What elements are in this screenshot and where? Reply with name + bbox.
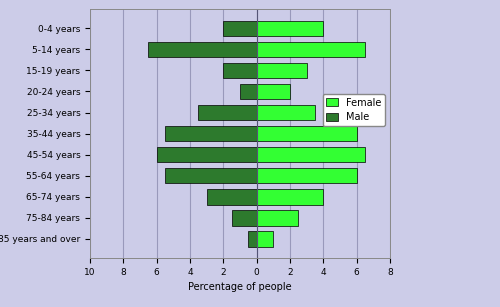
Bar (256, 105, 315, 120)
Bar (224, 21, 256, 36)
Bar (256, 84, 290, 99)
Bar (165, 168, 256, 184)
Bar (256, 41, 365, 57)
Bar (198, 105, 256, 120)
Bar (256, 126, 356, 142)
Bar (240, 84, 256, 99)
Bar (232, 210, 256, 226)
Bar (256, 231, 274, 247)
Bar (156, 147, 256, 162)
Bar (256, 210, 298, 226)
Bar (224, 63, 256, 78)
Bar (165, 126, 256, 142)
Legend: Female, Male: Female, Male (322, 94, 385, 126)
X-axis label: Percentage of people: Percentage of people (188, 282, 292, 292)
Bar (256, 21, 324, 36)
Bar (256, 147, 365, 162)
Bar (256, 168, 356, 184)
Bar (148, 41, 256, 57)
Bar (256, 189, 324, 204)
Bar (256, 63, 306, 78)
Bar (206, 189, 256, 204)
Bar (248, 231, 256, 247)
